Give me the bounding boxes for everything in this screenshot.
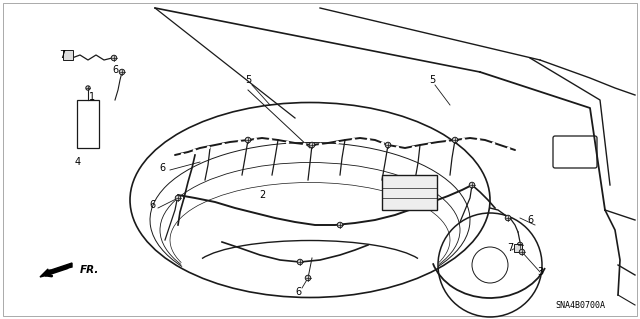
Text: 5: 5 <box>429 75 435 85</box>
Text: 6: 6 <box>149 200 155 210</box>
Text: 7: 7 <box>507 243 513 253</box>
Text: 6: 6 <box>112 65 118 75</box>
Circle shape <box>337 222 343 228</box>
Text: 6: 6 <box>527 215 533 225</box>
Text: 2: 2 <box>259 190 265 200</box>
Circle shape <box>305 275 311 281</box>
Circle shape <box>175 195 180 201</box>
Circle shape <box>519 249 525 255</box>
Text: SNA4B0700A: SNA4B0700A <box>555 301 605 310</box>
Text: 7: 7 <box>59 50 65 60</box>
Circle shape <box>245 137 251 143</box>
Circle shape <box>385 142 391 148</box>
Circle shape <box>505 215 511 221</box>
Text: 5: 5 <box>245 75 251 85</box>
Text: 6: 6 <box>159 163 165 173</box>
Bar <box>514 244 522 252</box>
Circle shape <box>86 86 90 90</box>
Text: 4: 4 <box>75 157 81 167</box>
Circle shape <box>517 242 523 248</box>
Circle shape <box>111 55 116 61</box>
Circle shape <box>469 182 475 188</box>
Text: 6: 6 <box>295 287 301 297</box>
Bar <box>77 100 99 148</box>
Bar <box>382 175 437 210</box>
Circle shape <box>452 137 458 143</box>
Bar <box>63 50 73 60</box>
Text: 1: 1 <box>89 92 95 102</box>
Text: FR.: FR. <box>80 265 99 275</box>
Circle shape <box>297 259 303 265</box>
Text: 3: 3 <box>537 267 543 277</box>
Polygon shape <box>40 263 72 277</box>
Circle shape <box>119 69 125 75</box>
Circle shape <box>309 142 315 148</box>
